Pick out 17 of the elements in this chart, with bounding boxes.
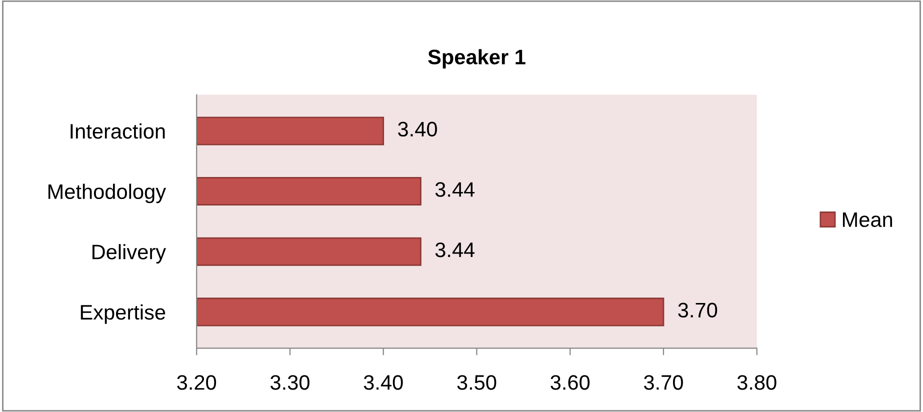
- y-tick-label: Delivery: [92, 244, 166, 264]
- x-tick-label: 3.40: [364, 375, 403, 390]
- chart-title: Speaker 1: [428, 49, 526, 69]
- data-label: 3.44: [435, 242, 475, 258]
- x-tick-label: 3.60: [550, 375, 590, 390]
- y-tick-label: Expertise: [80, 304, 166, 324]
- x-tick-label: 3.70: [644, 375, 683, 390]
- x-tick-label: 3.80: [737, 375, 776, 390]
- x-tick-label: 3.30: [270, 375, 310, 390]
- data-label: 3.40: [398, 122, 437, 137]
- x-tick-label: 3.20: [177, 375, 216, 390]
- y-tick-label: Interaction: [70, 123, 165, 139]
- data-label: 3.70: [678, 302, 718, 318]
- legend-label: Mean: [842, 212, 892, 228]
- y-tick-label: Methodology: [48, 184, 166, 204]
- data-label: 3.44: [435, 182, 475, 197]
- x-tick-label: 3.50: [457, 375, 496, 390]
